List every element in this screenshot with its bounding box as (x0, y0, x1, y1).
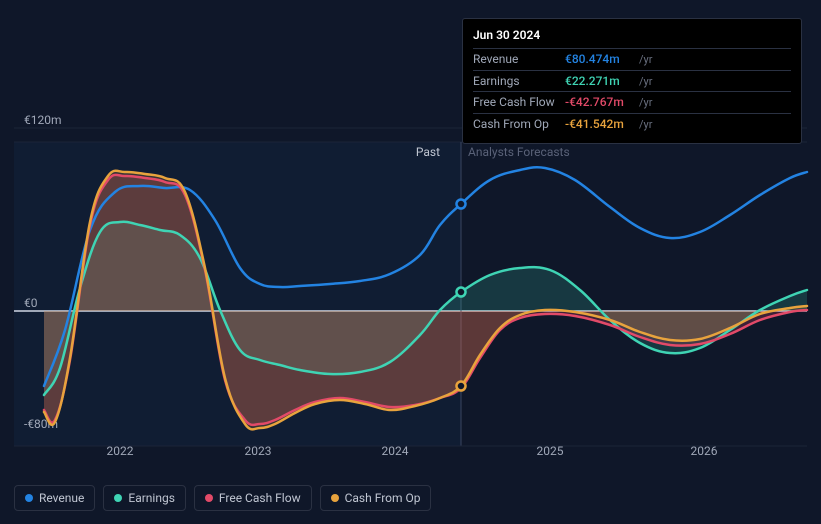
tooltip-metric-label: Cash From Op (473, 116, 565, 133)
tooltip-row: Revenue€80.474m/yr (473, 48, 791, 70)
tooltip-date: Jun 30 2024 (473, 27, 791, 44)
tooltip-row: Cash From Op-€41.542m/yr (473, 113, 791, 135)
legend-dot-icon (25, 494, 33, 502)
section-label: Analysts Forecasts (468, 145, 570, 159)
tooltip-metric-unit: /yr (639, 117, 652, 132)
tooltip-metric-label: Revenue (473, 51, 565, 68)
legend-item[interactable]: Earnings (103, 485, 186, 511)
hover-tooltip: Jun 30 2024 Revenue€80.474m/yrEarnings€2… (462, 18, 802, 144)
legend-item-label: Revenue (39, 491, 84, 505)
legend-item[interactable]: Revenue (14, 485, 95, 511)
tooltip-metric-unit: /yr (639, 52, 652, 67)
legend-item[interactable]: Free Cash Flow (194, 485, 312, 511)
tooltip-metric-label: Earnings (473, 73, 565, 90)
tooltip-row: Free Cash Flow-€42.767m/yr (473, 91, 791, 113)
tooltip-metric-value: €22.271m (565, 73, 637, 90)
legend-item[interactable]: Cash From Op (320, 485, 432, 511)
legend-dot-icon (114, 494, 122, 502)
tooltip-metric-value: €80.474m (565, 51, 637, 68)
tooltip-row: Earnings€22.271m/yr (473, 70, 791, 92)
tooltip-metric-unit: /yr (639, 95, 652, 110)
tooltip-metric-value: -€42.767m (565, 94, 637, 111)
series-marker (457, 382, 466, 391)
chart-legend: Revenue Earnings Free Cash Flow Cash From O… (14, 485, 431, 511)
legend-dot-icon (331, 494, 339, 502)
series-marker (457, 200, 466, 209)
legend-item-label: Free Cash Flow (219, 491, 301, 505)
tooltip-metric-unit: /yr (639, 74, 652, 89)
legend-dot-icon (205, 494, 213, 502)
series-marker (457, 288, 466, 297)
y-axis-label: €120m (24, 113, 62, 127)
section-label: Past (416, 145, 440, 159)
legend-item-label: Cash From Op (345, 491, 421, 505)
legend-item-label: Earnings (128, 491, 175, 505)
y-axis-label: €0 (24, 296, 38, 310)
tooltip-metric-value: -€41.542m (565, 116, 637, 133)
tooltip-metric-label: Free Cash Flow (473, 94, 565, 111)
